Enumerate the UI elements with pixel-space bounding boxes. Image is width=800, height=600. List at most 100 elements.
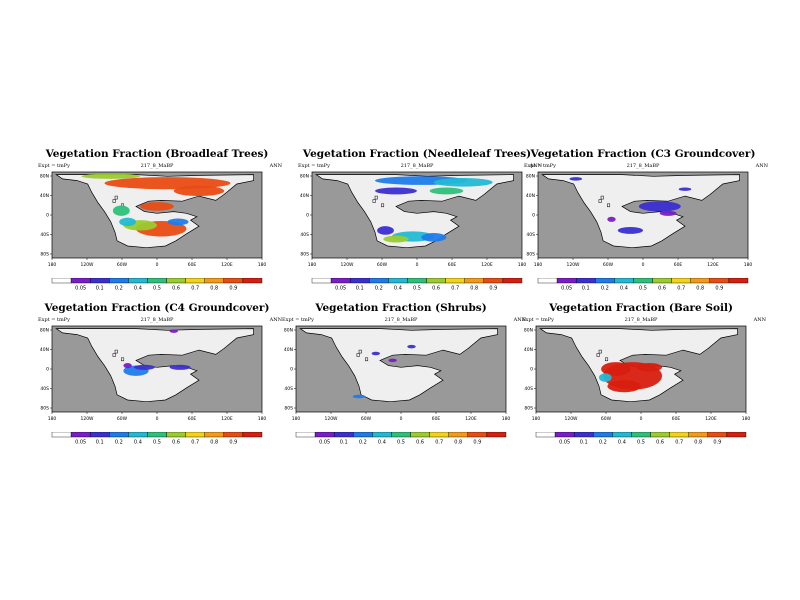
colorbar-label: 0.5 bbox=[153, 286, 161, 292]
expt-label: Expt = tmPy bbox=[38, 163, 70, 169]
case-label: 217_8_MaBP bbox=[624, 317, 658, 323]
island bbox=[381, 203, 385, 208]
panel-title: Vegetation Fraction (Broadleaf Trees) bbox=[45, 148, 269, 160]
vegetation-map: 180 120W 60W 0 60E 120E 180 80N 40N 0 40S 80S bbox=[40, 171, 266, 268]
panel-title: Vegetation Fraction (Bare Soil) bbox=[549, 302, 733, 314]
lon-tick-label: 120E bbox=[221, 416, 233, 422]
colorbar-swatch bbox=[573, 432, 594, 438]
continent bbox=[315, 174, 514, 249]
island bbox=[358, 349, 362, 354]
colorbar: 0.05 0.1 0.2 0.4 0.5 0.6 0.7 0.8 0.9 bbox=[537, 278, 749, 292]
case-label: 217_8_MaBP bbox=[626, 163, 660, 169]
continent bbox=[55, 328, 254, 403]
colorbar-swatch bbox=[372, 432, 392, 438]
season-label: ANN bbox=[269, 163, 282, 169]
colorbar-label: 0.4 bbox=[618, 440, 626, 446]
expt-label: Expt = tmPy bbox=[282, 317, 314, 323]
colorbar-label: 0.7 bbox=[191, 440, 199, 446]
colorbar-label: 0.1 bbox=[340, 440, 348, 446]
colorbar-swatch bbox=[631, 432, 651, 438]
colorbar-label: 0.4 bbox=[134, 440, 142, 446]
vegetation-patch bbox=[352, 394, 366, 399]
colorbar-swatch bbox=[426, 278, 446, 284]
colorbar-label: 0.2 bbox=[115, 286, 123, 292]
colorbar-label: 0.4 bbox=[620, 286, 628, 292]
colorbar-swatch bbox=[242, 278, 263, 284]
colorbar-label: 0.7 bbox=[191, 286, 199, 292]
colorbar-swatch bbox=[391, 432, 411, 438]
lat-tick-label: 40N bbox=[40, 193, 49, 199]
lon-tick-label: 120W bbox=[80, 262, 94, 268]
vegetation-patch bbox=[377, 226, 394, 235]
lon-tick-label: 120E bbox=[481, 262, 493, 268]
lat-tick-label: 40N bbox=[284, 347, 293, 353]
vegetation-patch bbox=[678, 187, 692, 191]
panel-title: Vegetation Fraction (C4 Groundcover) bbox=[44, 302, 270, 314]
lon-tick-label: 0 bbox=[416, 262, 419, 268]
continent bbox=[299, 328, 498, 403]
lon-tick-label: 180 bbox=[258, 416, 267, 422]
continent bbox=[541, 174, 740, 249]
lat-tick-label: 40S bbox=[526, 232, 535, 238]
lat-tick-label: 40S bbox=[300, 232, 309, 238]
colorbar-swatch bbox=[652, 278, 672, 284]
lon-tick-label: 180 bbox=[742, 416, 751, 422]
vegetation-patch bbox=[119, 217, 136, 227]
colorbar-swatch bbox=[467, 432, 488, 438]
lon-tick-label: 120W bbox=[324, 416, 338, 422]
colorbar-swatch bbox=[89, 432, 110, 438]
lat-tick-label: 40N bbox=[300, 193, 309, 199]
colorbar-swatch bbox=[429, 432, 449, 438]
vegetation-patch bbox=[169, 329, 178, 333]
lon-tick-label: 120W bbox=[566, 262, 580, 268]
colorbar: 0.05 0.1 0.2 0.4 0.5 0.6 0.7 0.8 0.9 bbox=[295, 432, 507, 446]
lon-tick-label: 60W bbox=[603, 262, 614, 268]
vegetation-patch bbox=[388, 358, 397, 363]
colorbar-swatch bbox=[185, 432, 205, 438]
lat-tick-label: 80N bbox=[284, 328, 293, 334]
vegetation-patch bbox=[173, 185, 225, 197]
vegetation-patch bbox=[607, 216, 616, 222]
vegetation-patch bbox=[133, 364, 155, 370]
panel-bare-soil: Vegetation Fraction (Bare Soil) Expt = t… bbox=[516, 302, 766, 447]
season-label: ANN bbox=[529, 163, 542, 169]
colorbar-label: 0.8 bbox=[210, 440, 218, 446]
colorbar-label: 0.1 bbox=[96, 286, 104, 292]
colorbar-swatch bbox=[109, 432, 129, 438]
lon-tick-label: 180 bbox=[308, 262, 317, 268]
continent bbox=[539, 328, 738, 403]
colorbar-swatch bbox=[612, 432, 632, 438]
lon-tick-label: 60W bbox=[117, 416, 128, 422]
colorbar-label: 0.9 bbox=[715, 286, 723, 292]
vegetation-patch bbox=[601, 362, 631, 376]
lat-tick-label: 80N bbox=[524, 328, 533, 334]
lon-tick-label: 60E bbox=[188, 262, 197, 268]
colorbar-swatch bbox=[223, 278, 244, 284]
panel-c4-groundcover: Vegetation Fraction (C4 Groundcover) Exp… bbox=[32, 302, 282, 447]
vegetation-map: 180 120W 60W 0 60E 120E 180 80N 40N 0 40S 80S bbox=[40, 325, 267, 422]
lon-tick-label: 60E bbox=[672, 416, 681, 422]
island bbox=[356, 353, 360, 357]
colorbar-label: 0.9 bbox=[229, 286, 237, 292]
panel-title: Vegetation Fraction (Shrubs) bbox=[315, 302, 487, 314]
colorbar-swatch bbox=[166, 432, 186, 438]
colorbar-swatch bbox=[407, 278, 427, 284]
vegetation-patch bbox=[167, 218, 189, 226]
colorbar-swatch bbox=[537, 278, 558, 284]
lon-tick-label: 60W bbox=[361, 416, 372, 422]
lat-tick-label: 80S bbox=[524, 406, 533, 412]
expt-label: Expt = tmPy bbox=[522, 317, 554, 323]
lat-tick-label: 80S bbox=[526, 252, 535, 258]
lat-tick-label: 40S bbox=[40, 386, 49, 392]
colorbar-swatch bbox=[464, 278, 485, 284]
colorbar-label: 0.8 bbox=[210, 286, 218, 292]
colorbar-label: 0.6 bbox=[416, 440, 424, 446]
colorbar-swatch bbox=[166, 278, 186, 284]
lat-tick-label: 80S bbox=[40, 406, 49, 412]
vegetation-patch bbox=[375, 187, 417, 195]
colorbar-swatch bbox=[70, 278, 91, 284]
colorbar-swatch bbox=[89, 278, 110, 284]
case-label: 217_8_MaBP bbox=[384, 317, 418, 323]
colorbar-swatch bbox=[333, 432, 354, 438]
colorbar-label: 0.05 bbox=[561, 286, 572, 292]
